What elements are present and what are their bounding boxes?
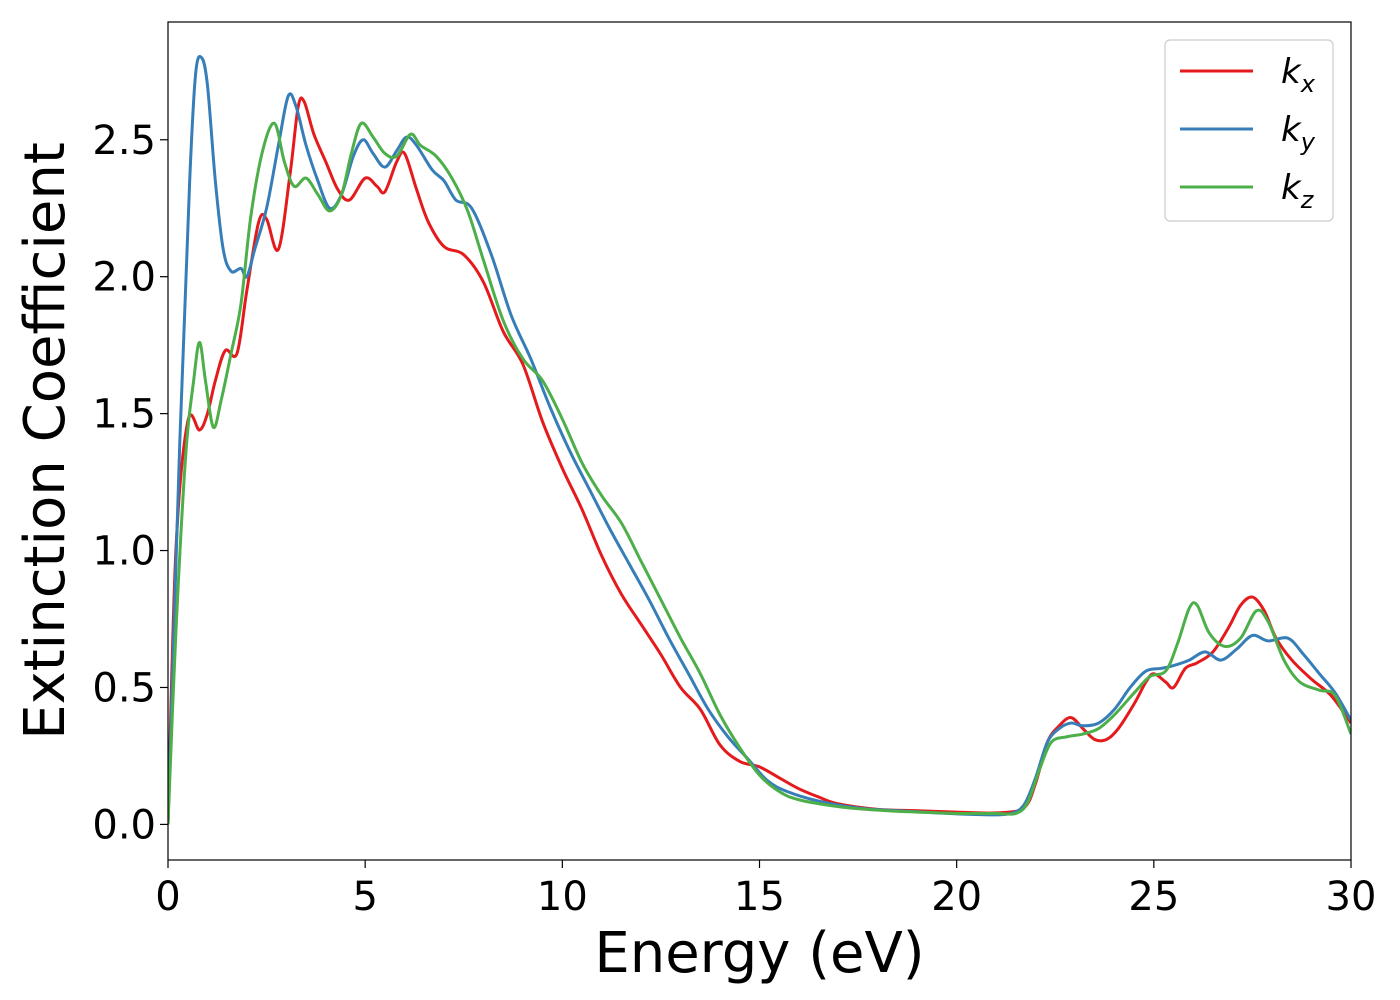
x-tick-label: 0 [155,874,180,920]
series-line-x [168,96,1351,825]
y-tick-label: 0.5 [92,665,156,711]
y-tick-label: 1.5 [92,392,156,438]
y-tick-label: 0.0 [92,802,156,848]
y-tick-label: 1.0 [92,529,156,575]
x-tick-label: 30 [1326,874,1377,920]
y-axis-label: Extinction Coefficient [13,142,78,740]
x-tick-label: 25 [1128,874,1179,920]
y-axis: 0.0 0.5 1.0 1.5 2.0 2.5 [92,118,168,848]
legend: kx ky kz [1164,39,1334,222]
x-tick-label: 15 [734,874,785,920]
x-tick-label: 5 [352,874,377,920]
legend-label-z: kz [1281,168,1315,214]
x-axis-label: Energy (eV) [594,921,924,986]
series-layer [168,55,1351,825]
x-axis: 0 5 10 15 20 25 30 [155,860,1376,920]
x-tick-label: 20 [931,874,982,920]
y-tick-label: 2.0 [92,255,156,301]
y-tick-label: 2.5 [92,118,156,164]
series-line-z [168,121,1351,825]
legend-label-x: kx [1281,52,1316,98]
legend-label-y: ky [1281,110,1316,156]
series-line-y [168,55,1351,825]
x-tick-label: 10 [537,874,588,920]
